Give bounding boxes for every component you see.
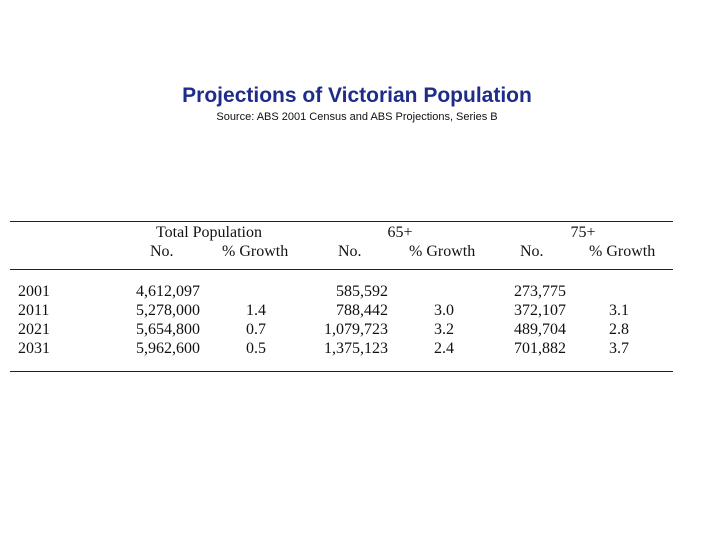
- header-75-plus: 75+: [570, 224, 596, 241]
- total-no-cell: 5,962,600: [136, 340, 200, 357]
- sixty-five-no-cell: 788,442: [336, 302, 388, 319]
- sixty-five-no-cell: 1,079,723: [324, 321, 388, 338]
- year-cell: 2031: [18, 340, 50, 357]
- total-no-cell: 5,278,000: [136, 302, 200, 319]
- seventy-five-no-cell: 701,882: [514, 340, 566, 357]
- table-header-rule: [10, 269, 673, 270]
- page-title: Projections of Victorian Population: [182, 84, 532, 107]
- subheader-65-no: No.: [338, 243, 362, 260]
- header-65-plus: 65+: [387, 224, 413, 241]
- table-top-rule: [10, 221, 673, 222]
- seventy-five-no-cell: 372,107: [514, 302, 566, 319]
- seventy-five-growth-cell: 2.8: [609, 321, 629, 338]
- total-no-cell: 5,654,800: [136, 321, 200, 338]
- sixty-five-no-cell: 1,375,123: [324, 340, 388, 357]
- seventy-five-no-cell: 273,775: [514, 283, 566, 300]
- year-cell: 2021: [18, 321, 50, 338]
- subheader-65-growth: % Growth: [409, 243, 476, 260]
- subheader-75-growth: % Growth: [589, 243, 656, 260]
- total-no-cell: 4,612,097: [136, 283, 200, 300]
- total-growth-cell: 0.7: [246, 321, 266, 338]
- seventy-five-growth-cell: 3.1: [609, 302, 629, 319]
- year-cell: 2011: [18, 302, 50, 319]
- subheader-total-growth: % Growth: [222, 243, 289, 260]
- total-growth-cell: 0.5: [246, 340, 266, 357]
- sixty-five-growth-cell: 2.4: [434, 340, 454, 357]
- sixty-five-no-cell: 585,592: [336, 283, 388, 300]
- header-total-population: Total Population: [156, 224, 262, 241]
- page-subtitle: Source: ABS 2001 Census and ABS Projecti…: [216, 111, 498, 123]
- subheader-75-no: No.: [520, 243, 544, 260]
- seventy-five-no-cell: 489,704: [514, 321, 566, 338]
- sixty-five-growth-cell: 3.0: [434, 302, 454, 319]
- seventy-five-growth-cell: 3.7: [609, 340, 629, 357]
- subheader-total-no: No.: [150, 243, 174, 260]
- total-growth-cell: 1.4: [246, 302, 266, 319]
- sixty-five-growth-cell: 3.2: [434, 321, 454, 338]
- year-cell: 2001: [18, 283, 50, 300]
- table-bottom-rule: [10, 371, 673, 372]
